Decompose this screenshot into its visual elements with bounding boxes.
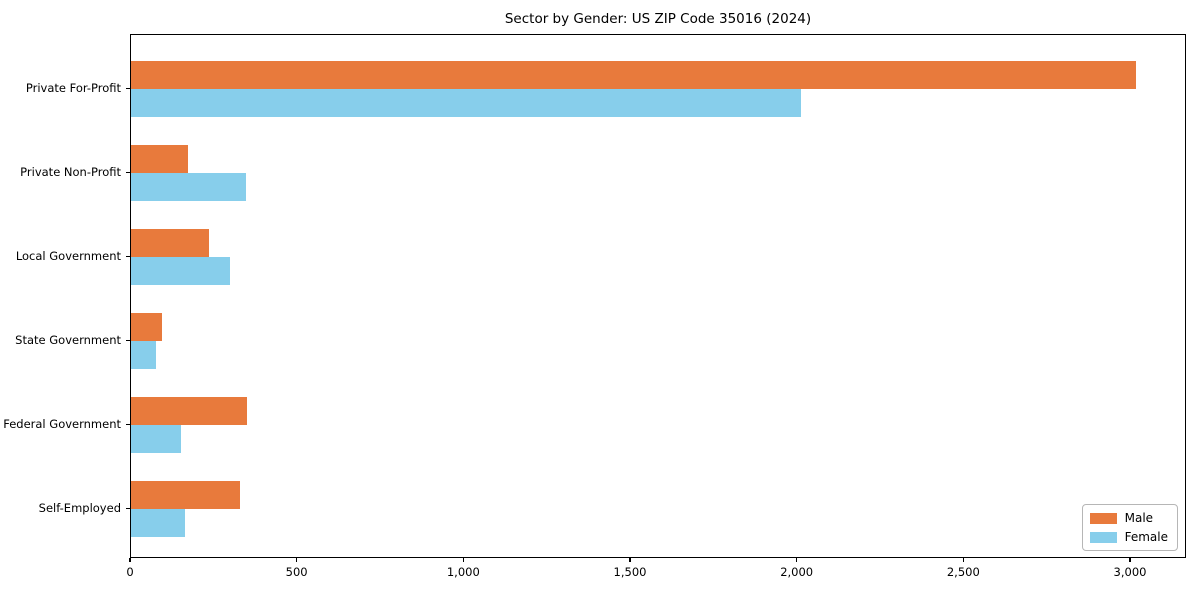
bar-female-4	[131, 425, 181, 453]
x-tick-mark	[962, 558, 964, 562]
y-tick-mark	[126, 424, 130, 426]
x-tick-label-1: 500	[285, 565, 308, 579]
y-tick-mark	[126, 88, 130, 90]
x-tick-label-0: 0	[126, 565, 134, 579]
bar-male-4	[131, 397, 247, 425]
bar-female-2	[131, 257, 230, 285]
y-tick-mark	[126, 256, 130, 258]
legend-swatch-female	[1089, 531, 1117, 543]
legend-label-female: Female	[1124, 530, 1168, 544]
x-tick-mark	[462, 558, 464, 562]
x-tick-mark	[1129, 558, 1131, 562]
bar-female-3	[131, 341, 156, 369]
y-tick-label-4: Federal Government	[3, 417, 121, 431]
bar-female-5	[131, 509, 185, 537]
y-tick-mark	[126, 340, 130, 342]
x-tick-mark	[129, 558, 131, 562]
bar-female-1	[131, 173, 246, 201]
chart-title: Sector by Gender: US ZIP Code 35016 (202…	[504, 11, 812, 27]
bar-male-1	[131, 145, 188, 173]
y-tick-mark	[126, 508, 130, 510]
y-tick-label-5: Self-Employed	[38, 501, 121, 515]
x-tick-mark	[796, 558, 798, 562]
legend-swatch-male	[1089, 512, 1117, 524]
y-tick-mark	[126, 172, 130, 174]
bar-male-3	[131, 313, 162, 341]
y-tick-label-1: Private Non-Profit	[20, 165, 121, 179]
x-tick-label-4: 2,000	[780, 565, 814, 579]
legend-row-male: Male	[1089, 511, 1168, 525]
bar-female-0	[131, 89, 801, 117]
x-tick-label-2: 1,000	[446, 565, 480, 579]
y-tick-label-3: State Government	[15, 333, 121, 347]
plot-area: Male Female	[130, 34, 1186, 558]
legend-label-male: Male	[1124, 511, 1154, 525]
legend: Male Female	[1081, 504, 1178, 551]
y-tick-label-0: Private For-Profit	[25, 81, 121, 95]
bar-male-0	[131, 61, 1136, 89]
x-tick-mark	[296, 558, 298, 562]
y-tick-label-2: Local Government	[15, 249, 121, 263]
bar-male-5	[131, 481, 240, 509]
x-tick-label-5: 2,500	[946, 565, 980, 579]
x-tick-label-3: 1,500	[613, 565, 647, 579]
x-tick-mark	[629, 558, 631, 562]
x-tick-label-6: 3,000	[1113, 565, 1147, 579]
bar-male-2	[131, 229, 209, 257]
legend-row-female: Female	[1089, 530, 1168, 544]
